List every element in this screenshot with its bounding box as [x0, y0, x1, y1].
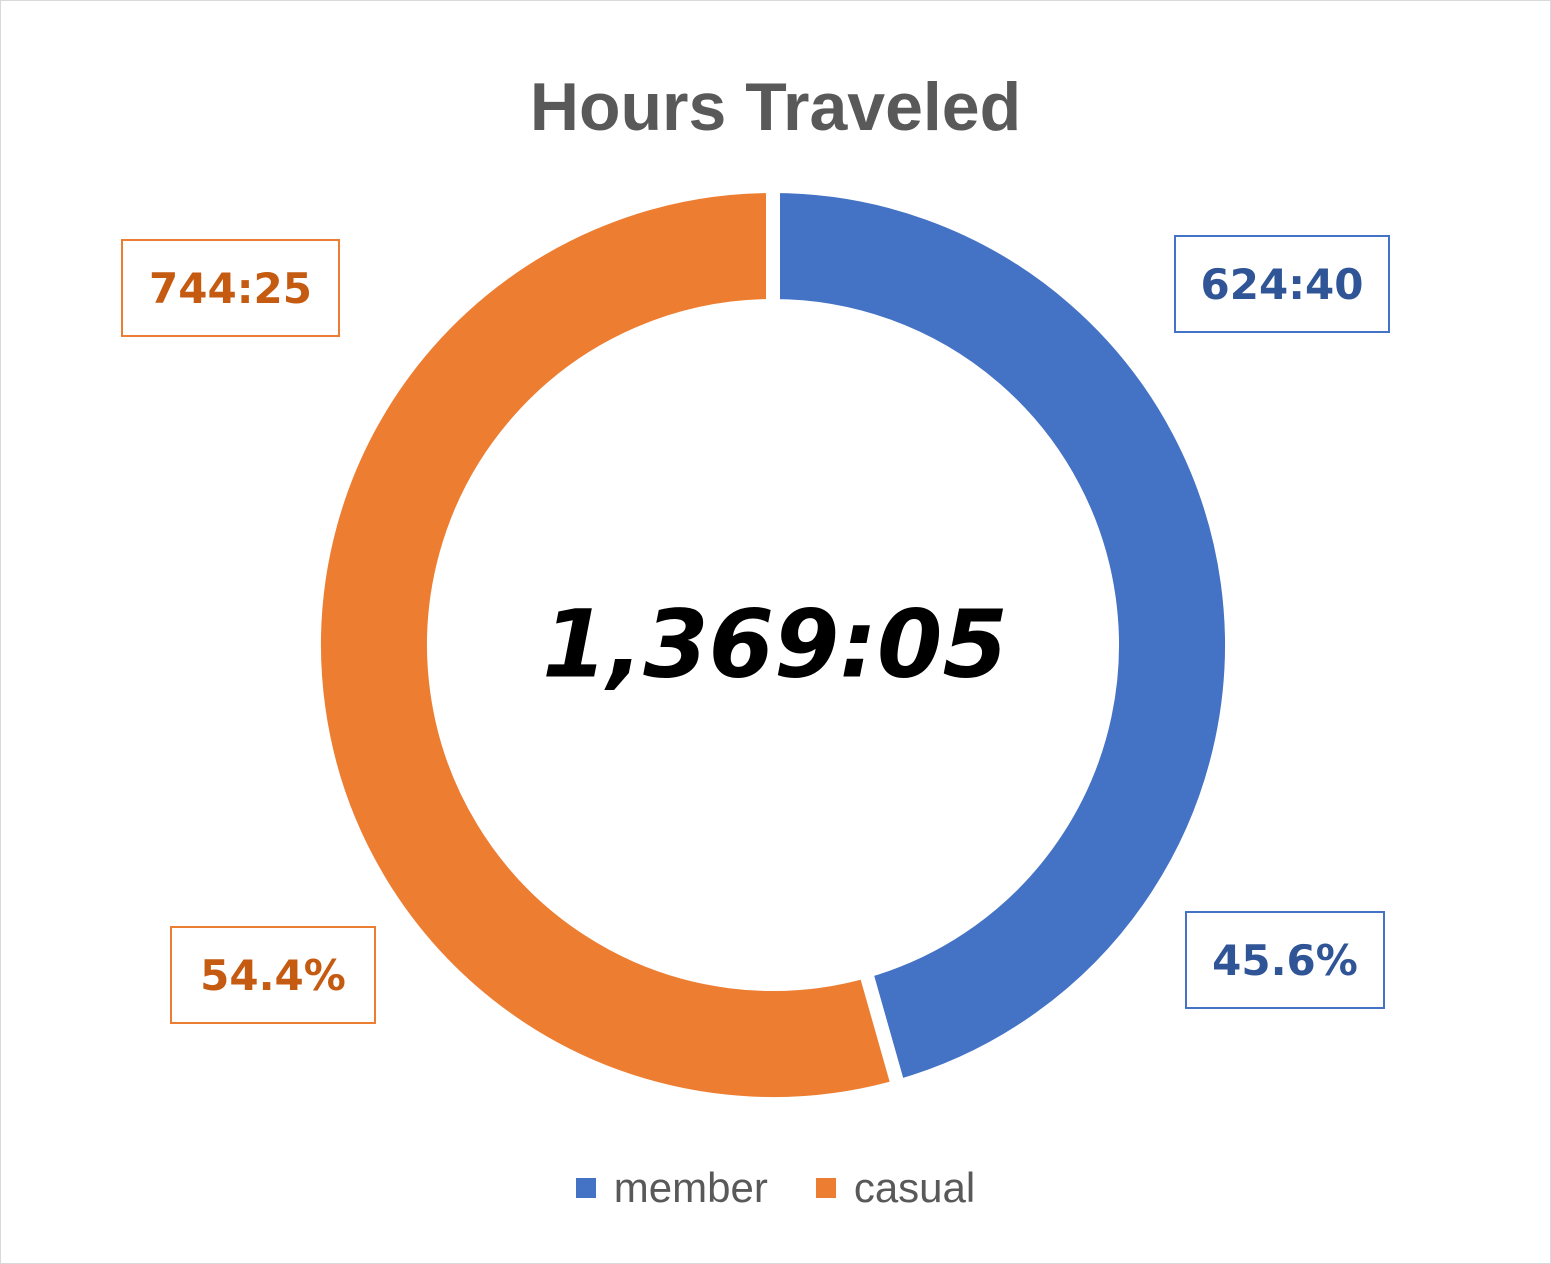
center-total-label: 1,369:05	[542, 591, 1008, 700]
data-label-casual-percent: 54.4%	[170, 926, 376, 1024]
legend-item-casual: casual	[815, 1164, 976, 1212]
data-label-casual-value: 744:25	[121, 239, 340, 337]
legend-swatch-casual	[815, 1178, 836, 1198]
chart-title: Hours Traveled	[529, 69, 1022, 145]
legend-label-casual: casual	[853, 1164, 976, 1211]
slice-casual	[307, 178, 907, 1111]
legend: member casual	[0, 1164, 1551, 1212]
legend-label-member: member	[613, 1164, 768, 1211]
data-label-member-value: 624:40	[1174, 235, 1390, 333]
data-label-member-percent: 45.6%	[1185, 911, 1385, 1009]
legend-swatch-member	[575, 1178, 596, 1198]
legend-item-member: member	[575, 1164, 768, 1212]
slice-member	[766, 178, 1239, 1096]
